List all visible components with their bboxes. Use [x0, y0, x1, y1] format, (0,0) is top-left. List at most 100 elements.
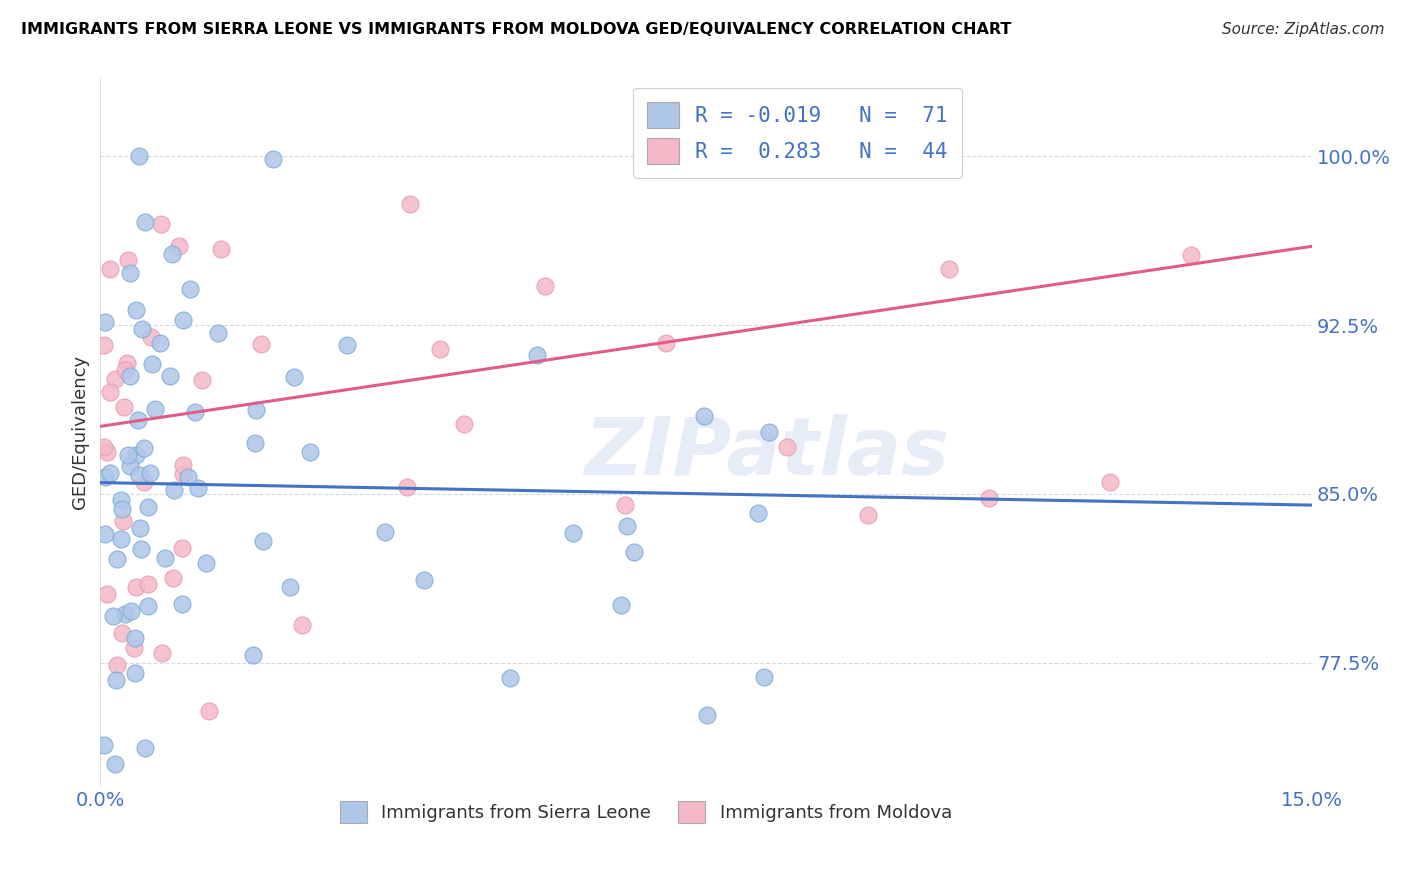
Point	[198, 704, 221, 718]
Point	[209, 242, 232, 256]
Point	[105, 552, 128, 566]
Point	[128, 467, 150, 482]
Y-axis label: GED/Equivalency: GED/Equivalency	[72, 355, 89, 509]
Point	[93, 738, 115, 752]
Point	[155, 550, 177, 565]
Point	[278, 580, 301, 594]
Point	[117, 252, 139, 267]
Text: IMMIGRANTS FROM SIERRA LEONE VS IMMIGRANTS FROM MOLDOVA GED/EQUIVALENCY CORRELAT: IMMIGRANTS FROM SIERRA LEONE VS IMMIGRAN…	[21, 22, 1011, 37]
Point	[374, 524, 396, 539]
Point	[111, 626, 134, 640]
Point	[104, 372, 127, 386]
Point	[132, 475, 155, 489]
Point	[134, 740, 156, 755]
Point	[1180, 248, 1202, 262]
Point	[114, 363, 136, 377]
Point	[245, 436, 267, 450]
Point	[693, 409, 716, 423]
Point	[499, 671, 522, 685]
Point	[125, 303, 148, 318]
Point	[776, 440, 799, 454]
Point	[977, 491, 1000, 506]
Point	[176, 470, 198, 484]
Point	[291, 617, 314, 632]
Point	[184, 405, 207, 419]
Point	[696, 707, 718, 722]
Point	[172, 312, 194, 326]
Point	[159, 369, 181, 384]
Point	[118, 266, 141, 280]
Point	[172, 541, 194, 556]
Point	[124, 631, 146, 645]
Point	[453, 417, 475, 431]
Point	[191, 373, 214, 387]
Point	[112, 514, 135, 528]
Text: Source: ZipAtlas.com: Source: ZipAtlas.com	[1222, 22, 1385, 37]
Point	[336, 338, 359, 352]
Point	[396, 480, 419, 494]
Point	[533, 279, 555, 293]
Point	[129, 542, 152, 557]
Point	[115, 356, 138, 370]
Point	[655, 335, 678, 350]
Point	[139, 330, 162, 344]
Point	[96, 445, 118, 459]
Point	[150, 646, 173, 660]
Point	[172, 467, 194, 482]
Point	[136, 599, 159, 614]
Point	[136, 500, 159, 514]
Point	[413, 573, 436, 587]
Point	[100, 262, 122, 277]
Point	[938, 261, 960, 276]
Point	[429, 342, 451, 356]
Point	[752, 670, 775, 684]
Point	[117, 448, 139, 462]
Point	[94, 527, 117, 541]
Point	[299, 445, 322, 459]
Point	[110, 492, 132, 507]
Point	[128, 149, 150, 163]
Point	[143, 402, 166, 417]
Point	[110, 532, 132, 546]
Point	[526, 348, 548, 362]
Point	[758, 425, 780, 439]
Point	[207, 326, 229, 341]
Point	[172, 597, 194, 611]
Point	[127, 413, 149, 427]
Point	[149, 217, 172, 231]
Point	[398, 197, 420, 211]
Point	[562, 526, 585, 541]
Point	[187, 481, 209, 495]
Point	[96, 587, 118, 601]
Point	[163, 483, 186, 498]
Point	[262, 152, 284, 166]
Point	[131, 322, 153, 336]
Text: ZIPatlas: ZIPatlas	[585, 414, 949, 492]
Point	[93, 338, 115, 352]
Point	[94, 470, 117, 484]
Point	[103, 609, 125, 624]
Point	[104, 756, 127, 771]
Point	[856, 508, 879, 522]
Point	[252, 534, 274, 549]
Point	[172, 458, 194, 473]
Point	[132, 441, 155, 455]
Point	[179, 282, 201, 296]
Point	[283, 370, 305, 384]
Point	[1099, 475, 1122, 489]
Point	[104, 673, 127, 688]
Point	[162, 571, 184, 585]
Point	[242, 648, 264, 662]
Point	[141, 358, 163, 372]
Point	[167, 239, 190, 253]
Point	[105, 658, 128, 673]
Point	[139, 466, 162, 480]
Point	[114, 607, 136, 621]
Point	[136, 577, 159, 591]
Point	[134, 215, 156, 229]
Point	[98, 384, 121, 399]
Point	[120, 458, 142, 473]
Point	[98, 466, 121, 480]
Point	[245, 402, 267, 417]
Point	[129, 520, 152, 534]
